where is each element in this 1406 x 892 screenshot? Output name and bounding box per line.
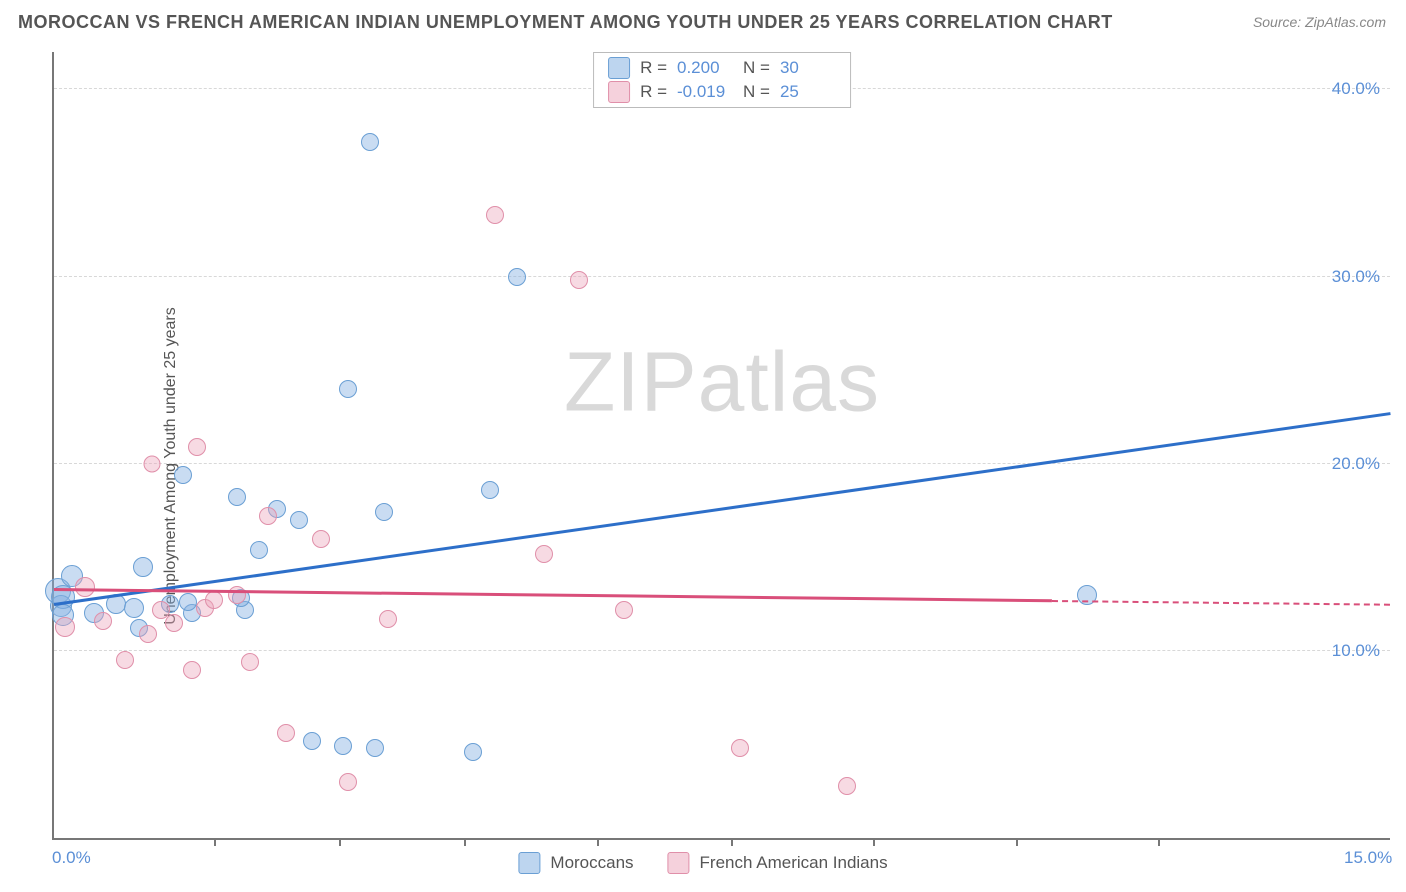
data-point — [133, 557, 153, 577]
series-name: French American Indians — [700, 853, 888, 873]
correlation-legend: R = 0.200 N = 30 R = -0.019 N = 25 — [593, 52, 851, 108]
data-point — [508, 268, 526, 286]
data-point — [486, 206, 504, 224]
y-tick-label: 20.0% — [1332, 454, 1380, 474]
watermark: ZIPatlas — [564, 334, 880, 431]
x-tick-mark — [1016, 838, 1018, 846]
n-label: N = — [743, 58, 770, 78]
data-point — [94, 612, 112, 630]
data-point — [75, 577, 95, 597]
r-label: R = — [640, 58, 667, 78]
data-point — [179, 593, 197, 611]
data-point — [375, 503, 393, 521]
data-point — [334, 737, 352, 755]
data-point — [481, 481, 499, 499]
x-tick-label: 15.0% — [1344, 848, 1392, 868]
legend-item-moroccans: Moroccans — [518, 852, 633, 874]
r-label: R = — [640, 82, 667, 102]
data-point — [838, 777, 856, 795]
x-tick-mark — [1158, 838, 1160, 846]
trend-line — [1052, 600, 1390, 606]
data-point — [570, 271, 588, 289]
data-point — [259, 507, 277, 525]
data-point — [188, 438, 206, 456]
swatch-blue-icon — [608, 57, 630, 79]
data-point — [366, 739, 384, 757]
data-point — [303, 732, 321, 750]
gridline — [54, 276, 1390, 277]
y-tick-label: 40.0% — [1332, 79, 1380, 99]
swatch-blue-icon — [518, 852, 540, 874]
legend-row-moroccans: R = 0.200 N = 30 — [608, 57, 836, 79]
x-tick-mark — [464, 838, 466, 846]
data-point — [339, 773, 357, 791]
data-point — [183, 661, 201, 679]
data-point — [361, 133, 379, 151]
n-label: N = — [743, 82, 770, 102]
series-name: Moroccans — [550, 853, 633, 873]
n-value: 30 — [780, 58, 836, 78]
chart-title: MOROCCAN VS FRENCH AMERICAN INDIAN UNEMP… — [18, 12, 1113, 33]
x-tick-label: 0.0% — [52, 848, 91, 868]
chart-container: Unemployment Among Youth under 25 years … — [0, 40, 1406, 892]
data-point — [174, 466, 192, 484]
data-point — [312, 530, 330, 548]
legend-row-french: R = -0.019 N = 25 — [608, 81, 836, 103]
swatch-pink-icon — [608, 81, 630, 103]
r-value: -0.019 — [677, 82, 733, 102]
data-point — [165, 614, 183, 632]
y-tick-label: 10.0% — [1332, 641, 1380, 661]
data-point — [143, 455, 160, 472]
data-point — [139, 625, 157, 643]
y-tick-label: 30.0% — [1332, 267, 1380, 287]
data-point — [277, 724, 295, 742]
data-point — [290, 511, 308, 529]
x-tick-mark — [597, 838, 599, 846]
legend-item-french: French American Indians — [668, 852, 888, 874]
data-point — [615, 601, 633, 619]
gridline — [54, 463, 1390, 464]
data-point — [205, 591, 223, 609]
data-point — [241, 653, 259, 671]
trend-line — [54, 413, 1390, 606]
gridline — [54, 650, 1390, 651]
plot-area: ZIPatlas R = 0.200 N = 30 R = -0.019 N =… — [52, 52, 1390, 840]
data-point — [535, 545, 553, 563]
n-value: 25 — [780, 82, 836, 102]
data-point — [116, 651, 134, 669]
watermark-primary: ZIP — [564, 335, 698, 429]
data-point — [379, 610, 397, 628]
x-tick-mark — [339, 838, 341, 846]
data-point — [228, 586, 246, 604]
data-point — [731, 739, 749, 757]
source-text: Source: ZipAtlas.com — [1253, 14, 1386, 30]
x-tick-mark — [214, 838, 216, 846]
r-value: 0.200 — [677, 58, 733, 78]
data-point — [124, 598, 144, 618]
data-point — [464, 743, 482, 761]
data-point — [339, 380, 357, 398]
x-tick-mark — [873, 838, 875, 846]
data-point — [55, 617, 75, 637]
data-point — [228, 488, 246, 506]
watermark-secondary: atlas — [698, 335, 880, 429]
data-point — [250, 541, 268, 559]
series-legend: Moroccans French American Indians — [518, 852, 887, 874]
x-tick-mark — [731, 838, 733, 846]
swatch-pink-icon — [668, 852, 690, 874]
